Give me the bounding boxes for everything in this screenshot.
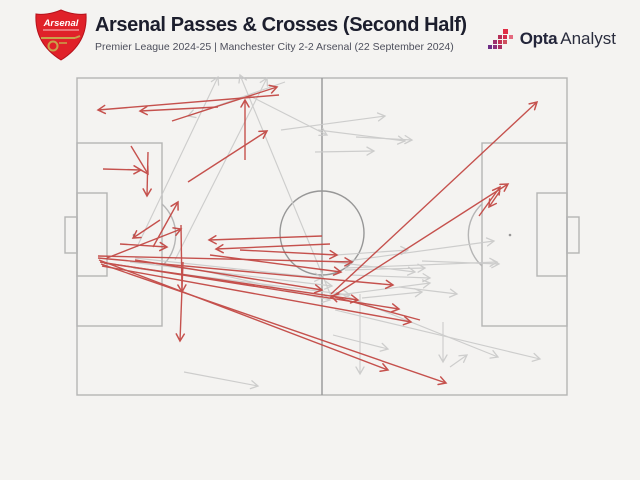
cannon-icon: [41, 35, 81, 52]
legend: 31 successful 30 unsuccessful Attacking …: [0, 400, 640, 460]
opta-analyst-logo: Opta Analyst: [487, 26, 616, 52]
opta-pixels-icon: [487, 29, 513, 49]
page-title: Arsenal Passes & Crosses (Second Half): [95, 14, 467, 36]
crest-wordmark: Arsenal: [43, 18, 79, 29]
page-subtitle: Premier League 2024-25 | Manchester City…: [95, 41, 454, 53]
brand-analyst: Analyst: [560, 29, 616, 48]
brand-opta: Opta: [519, 29, 558, 48]
arsenal-crest-icon: Arsenal: [35, 9, 87, 61]
